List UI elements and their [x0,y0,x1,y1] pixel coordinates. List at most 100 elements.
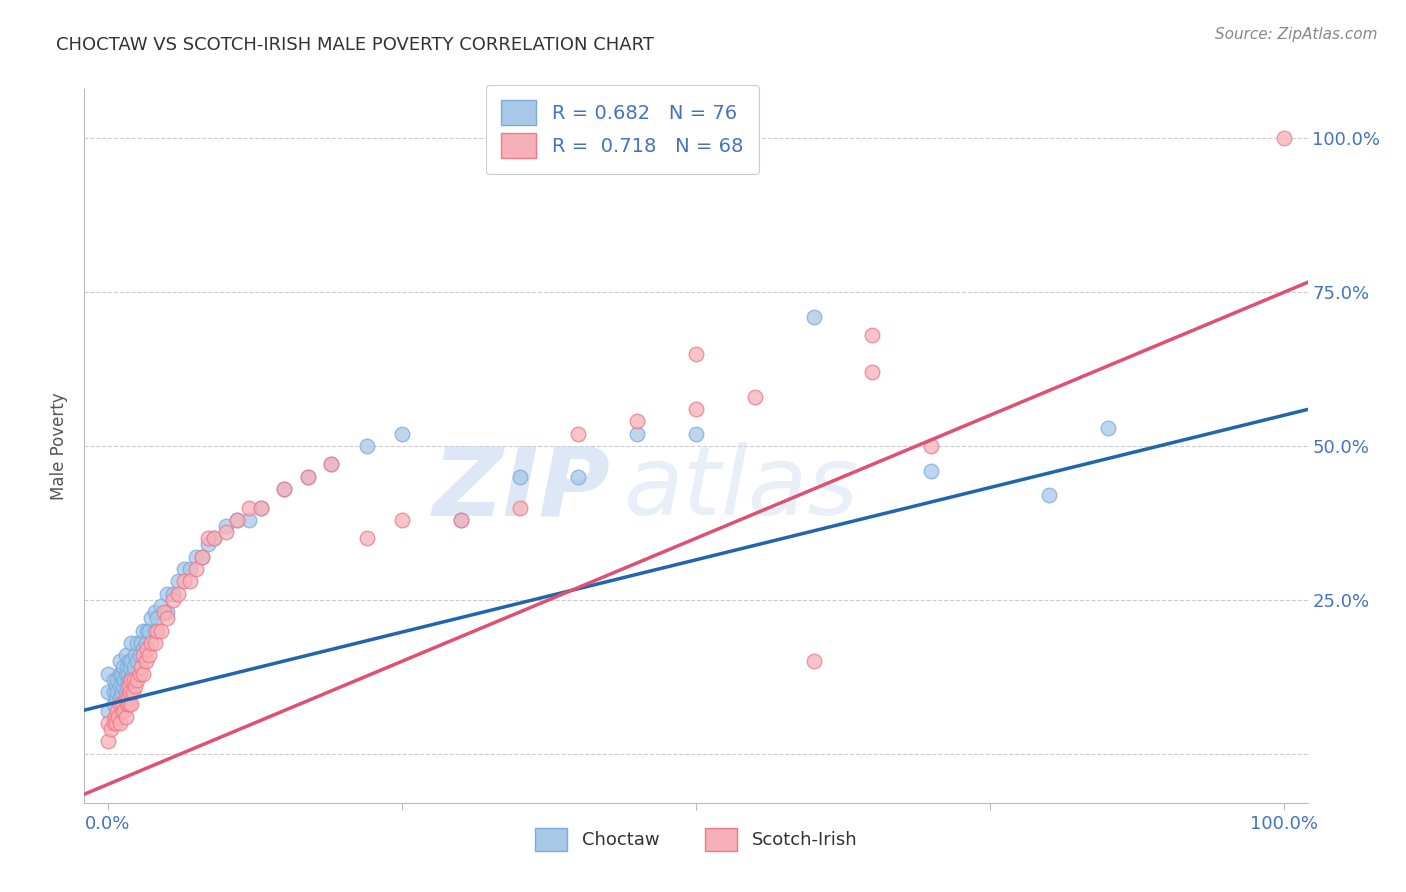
Point [297,469,319,483]
Point [184,562,207,576]
Point [108,698,131,712]
Point [114,691,136,706]
Point [249,500,271,515]
Point [108,715,131,730]
Point [108,666,131,681]
Point [129,636,152,650]
Point [108,654,131,668]
Point [97,704,120,718]
Point [114,685,136,699]
Point [117,691,139,706]
Point [803,310,825,324]
Point [121,666,143,681]
Point [173,562,195,576]
Point [153,605,176,619]
Point [167,587,190,601]
Point [105,685,128,699]
Point [135,636,157,650]
Point [105,715,128,730]
Point [1038,488,1060,502]
Point [143,605,166,619]
Point [127,673,149,687]
Point [97,734,120,748]
Point [138,648,160,662]
Point [120,660,142,674]
Point [105,673,128,687]
Point [149,624,172,638]
Point [118,679,141,693]
Text: Source: ZipAtlas.com: Source: ZipAtlas.com [1215,27,1378,42]
Point [179,562,201,576]
Point [321,458,343,472]
Point [114,709,136,723]
Point [685,426,707,441]
Point [97,666,120,681]
Point [162,587,184,601]
Point [141,636,163,650]
Point [138,624,160,638]
Text: atlas: atlas [623,442,858,535]
Point [167,574,190,589]
Point [567,469,589,483]
Point [135,642,157,657]
Point [104,709,127,723]
Point [111,704,134,718]
Text: CHOCTAW VS SCOTCH-IRISH MALE POVERTY CORRELATION CHART: CHOCTAW VS SCOTCH-IRISH MALE POVERTY COR… [56,36,654,54]
Point [127,636,149,650]
Point [128,648,150,662]
Point [626,414,648,428]
Point [112,673,135,687]
Point [120,698,142,712]
Point [120,673,142,687]
Point [173,574,195,589]
Point [391,426,413,441]
Point [115,698,138,712]
Point [509,469,531,483]
Point [226,513,249,527]
Point [356,531,378,545]
Point [117,666,139,681]
Point [920,464,942,478]
Point [744,390,766,404]
Point [132,648,155,662]
Point [135,624,157,638]
Point [321,458,343,472]
Point [685,402,707,417]
Point [273,482,295,496]
Point [238,500,260,515]
Point [920,439,942,453]
Point [105,704,128,718]
Point [118,673,141,687]
Point [129,660,152,674]
Point [122,673,145,687]
Point [112,660,135,674]
Point [132,666,155,681]
Point [179,574,201,589]
Point [118,698,141,712]
Point [112,698,135,712]
Point [143,624,166,638]
Point [191,549,214,564]
Point [128,666,150,681]
Point [214,519,236,533]
Point [111,666,134,681]
Point [184,549,207,564]
Point [141,611,163,625]
Point [118,654,141,668]
Point [197,537,219,551]
Point [97,715,120,730]
Point [803,654,825,668]
Y-axis label: Male Poverty: Male Poverty [51,392,69,500]
Point [162,592,184,607]
Point [1272,131,1295,145]
Point [120,636,142,650]
Point [105,679,128,693]
Point [105,691,128,706]
Point [1097,420,1119,434]
Point [100,722,122,736]
Point [114,666,136,681]
Point [297,469,319,483]
Point [860,365,883,379]
Point [509,500,531,515]
Point [120,654,142,668]
